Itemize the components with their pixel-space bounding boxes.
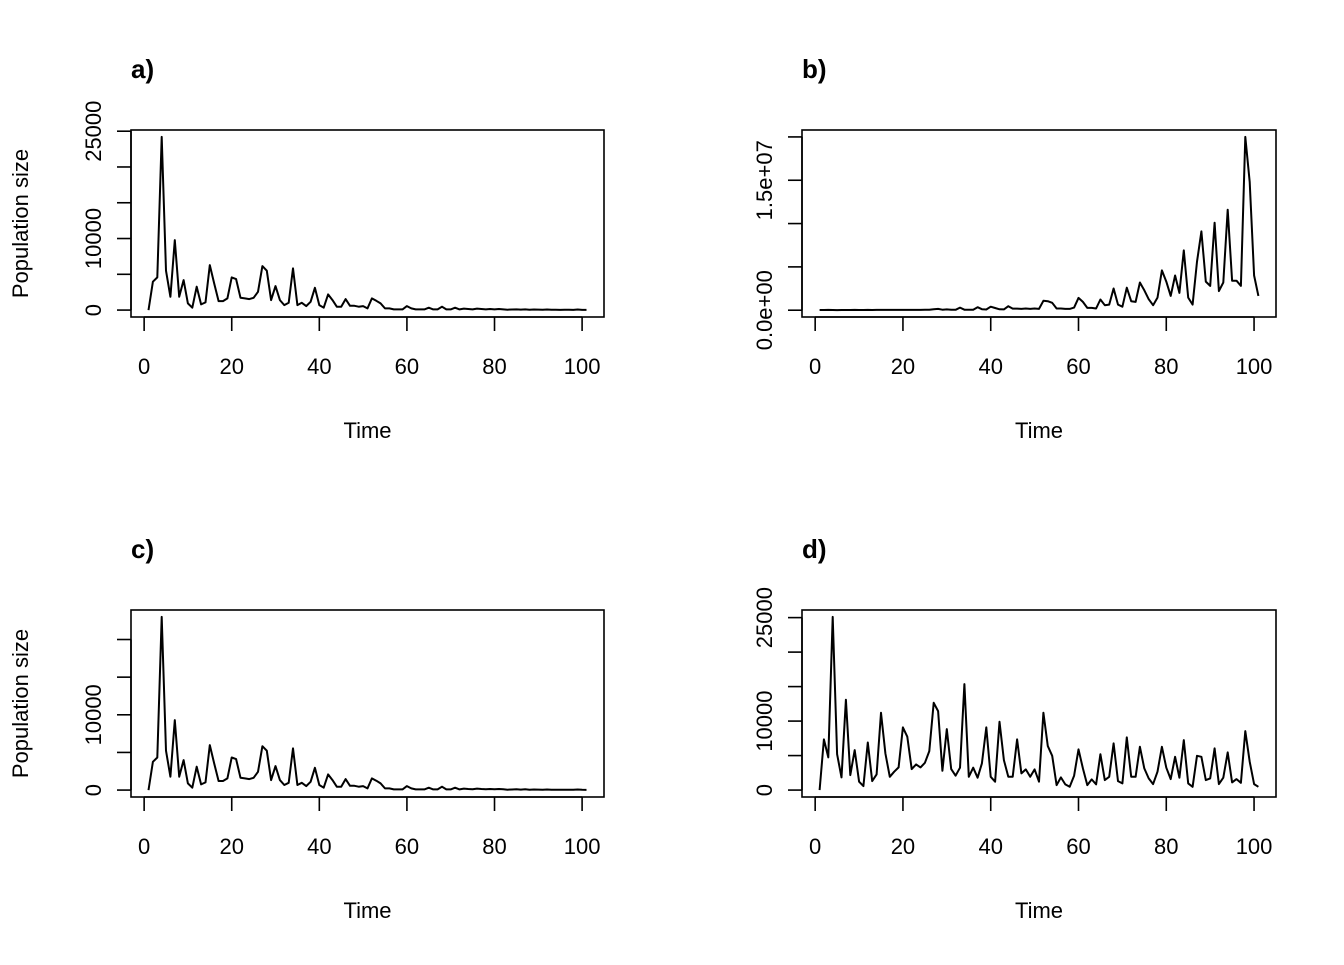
x-tick-label: 100	[1236, 834, 1273, 859]
y-tick-label: 0	[752, 784, 777, 796]
y-tick-label: 25000	[81, 101, 106, 162]
x-tick-label: 0	[809, 834, 821, 859]
x-tick-label: 20	[891, 834, 915, 859]
x-axis-label: Time	[1015, 418, 1063, 443]
y-tick-label: 1.5e+07	[752, 140, 777, 220]
panel-title: a)	[131, 54, 154, 84]
plot-box	[801, 129, 1277, 318]
panel-title: b)	[802, 54, 827, 84]
y-axis-label: Population size	[8, 149, 33, 298]
y-tick-label: 10000	[81, 208, 106, 269]
x-tick-label: 60	[1066, 354, 1090, 379]
y-tick-label: 10000	[81, 684, 106, 745]
series-line	[147, 135, 587, 311]
x-tick-label: 40	[978, 834, 1002, 859]
x-tick-label: 20	[219, 834, 243, 859]
panel-title: d)	[802, 534, 827, 564]
x-tick-label: 20	[891, 354, 915, 379]
x-tick-label: 100	[564, 354, 601, 379]
x-tick-label: 100	[564, 834, 601, 859]
panel-a: 0 20 40 60 80 100 0 10000 25000 a) Time Population …	[8, 54, 605, 443]
x-axis-label: Time	[1015, 898, 1063, 923]
y-tick-label: 0	[81, 304, 106, 316]
y-tick-label: 10000	[752, 690, 777, 751]
y-tick-label: 25000	[752, 587, 777, 648]
plot-box	[130, 609, 605, 798]
y-axis-label: Population size	[8, 629, 33, 778]
panel-title: c)	[131, 534, 154, 564]
x-tick-label: 60	[395, 834, 419, 859]
plot-box	[130, 129, 605, 318]
series-line	[819, 135, 1260, 312]
x-tick-label: 80	[482, 354, 506, 379]
x-tick-label: 0	[809, 354, 821, 379]
x-tick-label: 60	[395, 354, 419, 379]
panel-d: 0 20 40 60 80 100 0 10000 25000 d) Time	[752, 534, 1277, 923]
panel-b: 0 20 40 60 80 100 0.0e+00 1.5e+07 b) Time	[752, 54, 1277, 443]
x-tick-label: 80	[1154, 834, 1178, 859]
x-tick-label: 0	[138, 834, 150, 859]
y-tick-label: 0	[81, 784, 106, 796]
panel-c: 0 20 40 60 80 100 0 10000 c) Time Population size	[8, 534, 605, 923]
x-tick-label: 20	[219, 354, 243, 379]
x-tick-label: 40	[307, 834, 331, 859]
x-tick-label: 100	[1236, 354, 1273, 379]
series-line	[818, 615, 1259, 791]
y-tick-label: 0.0e+00	[752, 270, 777, 350]
x-axis-label: Time	[343, 418, 391, 443]
series-line	[147, 615, 587, 791]
x-tick-label: 40	[307, 354, 331, 379]
x-tick-label: 40	[978, 354, 1002, 379]
x-axis-label: Time	[343, 898, 391, 923]
x-tick-label: 80	[1154, 354, 1178, 379]
x-tick-label: 60	[1066, 834, 1090, 859]
x-tick-label: 0	[138, 354, 150, 379]
x-tick-label: 80	[482, 834, 506, 859]
